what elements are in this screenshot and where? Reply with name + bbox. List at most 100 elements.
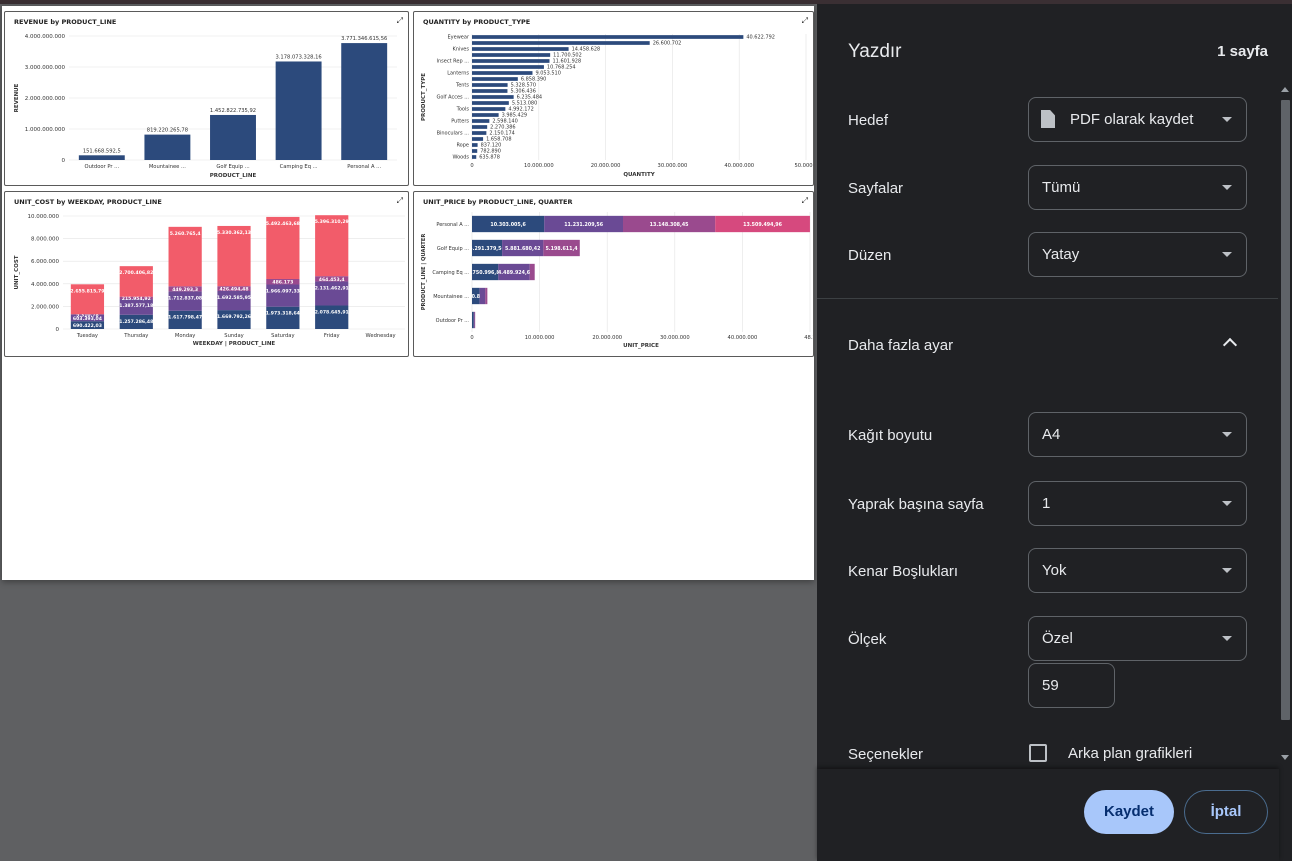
- pages-per-sheet-label: Yaprak başına sayfa: [848, 496, 984, 513]
- data-label: 4.489.924,6: [498, 270, 531, 276]
- y-tick-label: Binoculars ...: [437, 131, 470, 137]
- stack-segment: [623, 215, 716, 233]
- stack-segment: [543, 239, 580, 257]
- data-label: 151.668.592,5: [83, 148, 121, 154]
- destination-select[interactable]: PDF olarak kaydet: [1028, 97, 1247, 142]
- stack-segment: [502, 239, 544, 257]
- scale-custom-input[interactable]: 59: [1028, 663, 1115, 708]
- x-axis-label: WEEKDAY | PRODUCT_LINE: [193, 341, 276, 347]
- y-tick-label: Golf Acces ...: [436, 95, 469, 101]
- bar: [472, 89, 508, 93]
- cancel-button[interactable]: İptal: [1184, 790, 1268, 834]
- data-label: 1.387.577,18: [119, 303, 153, 309]
- more-settings-toggle[interactable]: Daha fazla ayar: [848, 337, 954, 354]
- bar: [472, 119, 490, 123]
- y-tick-label: 3.000.000.000: [25, 65, 66, 71]
- data-label: 26.600.702: [653, 41, 682, 47]
- scroll-thumb[interactable]: [1281, 100, 1290, 720]
- data-label: 6.235.484: [517, 95, 542, 101]
- x-axis-label: QUANTITY: [623, 172, 655, 178]
- save-button[interactable]: Kaydet: [1084, 790, 1174, 834]
- print-preview-page: REVENUE by PRODUCT_LINE ⤢ 4.000.000.000 3…: [2, 6, 814, 580]
- stack-segment: [315, 276, 349, 282]
- data-label: 690.422,03: [73, 323, 102, 329]
- data-label: 1.090.873,7: [460, 294, 492, 300]
- data-label: 5.396.310,29: [315, 219, 349, 225]
- data-label: 819.220.265,78: [147, 128, 188, 134]
- data-label: 782.890: [480, 149, 501, 155]
- data-label: 11.231.209,56: [564, 222, 604, 228]
- caret-down-icon: [1222, 252, 1232, 257]
- bar: [472, 71, 533, 75]
- expand-icon[interactable]: ⤢: [801, 196, 808, 205]
- paper-size-select[interactable]: A4: [1028, 412, 1247, 457]
- data-label: 5.513.080: [512, 101, 537, 107]
- background-graphics-label[interactable]: Arka plan grafikleri: [1068, 745, 1193, 762]
- quantity-bar-chart: 0 10.000.000 20.000.000 30.000.000 40.000.00…: [421, 34, 813, 178]
- y-tick-label: 8.000.000: [31, 237, 59, 243]
- bar: [275, 61, 322, 160]
- bar: [472, 35, 744, 39]
- expand-icon[interactable]: ⤢: [396, 196, 403, 205]
- data-label: 13.148.308,45: [650, 222, 689, 228]
- data-label: 5.330.362,13: [217, 230, 251, 236]
- x-tick-label: Sunday: [224, 333, 243, 339]
- data-label: 4.291.379,56: [469, 246, 505, 252]
- data-label: 4.992.172: [508, 107, 533, 113]
- paper-size-label: Kağıt boyutu: [848, 427, 933, 444]
- pages-select[interactable]: Tümü: [1028, 165, 1247, 210]
- chart-title: UNIT_PRICE by PRODUCT_LINE, QUARTER: [423, 198, 573, 206]
- bar: [472, 101, 509, 105]
- stack-segment: [474, 311, 476, 329]
- scale-select[interactable]: Özel: [1028, 616, 1247, 661]
- data-label: 1.966.097,33: [266, 288, 300, 294]
- y-tick-label: 4.000.000.000: [25, 34, 66, 40]
- bar: [472, 113, 499, 117]
- pages-per-sheet-select[interactable]: 1: [1028, 481, 1247, 526]
- caret-down-icon: [1222, 185, 1232, 190]
- data-label: 1.257.286,48: [119, 319, 153, 325]
- expand-icon[interactable]: ⤢: [396, 16, 403, 25]
- layout-select[interactable]: Yatay: [1028, 232, 1247, 277]
- data-label: 464.453,4: [319, 277, 345, 283]
- bar: [472, 77, 518, 81]
- scroll-up-arrow-icon[interactable]: [1281, 87, 1289, 92]
- stack-segment: [715, 215, 810, 233]
- margins-select[interactable]: Yok: [1028, 548, 1247, 593]
- bar: [472, 53, 551, 57]
- stack-segment: [472, 311, 474, 329]
- x-tick-label: Thursday: [123, 333, 148, 339]
- revenue-bar-chart: 4.000.000.000 3.000.000.000 2.000.000.000 1…: [14, 34, 397, 179]
- x-tick-label: 10.000.000: [525, 335, 555, 341]
- x-tick-label: Wednesday: [366, 333, 396, 339]
- bar: [472, 125, 488, 129]
- caret-down-icon: [1222, 432, 1232, 437]
- x-axis-label: UNIT_PRICE: [623, 343, 659, 349]
- pages-value: Tümü: [1042, 179, 1081, 196]
- chart-quantity-panel: QUANTITY by PRODUCT_TYPE ⤢ 0 10.000.000 20…: [413, 11, 814, 186]
- y-tick-label: Eyewear: [448, 35, 470, 41]
- pages-per-sheet-value: 1: [1042, 495, 1051, 512]
- caret-down-icon: [1222, 568, 1232, 573]
- x-axis-label: PRODUCT_LINE: [210, 173, 257, 179]
- bar: [210, 114, 256, 160]
- margins-value: Yok: [1042, 562, 1067, 579]
- x-tick-label: 0: [470, 163, 473, 169]
- expand-icon[interactable]: ⤢: [801, 16, 808, 25]
- x-tick-label: 48.2: [804, 335, 814, 341]
- stack-segment: [168, 291, 202, 311]
- data-label: 5.881.680,42: [505, 246, 541, 252]
- data-label: 3.771.346.615,56: [341, 36, 387, 42]
- scroll-down-arrow-icon[interactable]: [1281, 755, 1289, 760]
- background-graphics-checkbox[interactable]: [1029, 744, 1047, 762]
- chart-revenue-panel: REVENUE by PRODUCT_LINE ⤢ 4.000.000.000 3…: [4, 11, 409, 186]
- settings-scrollbar[interactable]: [1279, 84, 1292, 766]
- chevron-up-icon[interactable]: [1222, 337, 1238, 353]
- y-tick-label: Mountainee ...: [433, 294, 469, 300]
- x-tick-label: 30.000.000: [660, 335, 690, 341]
- chart-title: QUANTITY by PRODUCT_TYPE: [423, 18, 531, 26]
- stack-segment: [217, 310, 251, 329]
- data-label: 3.178.073.328,16: [275, 54, 321, 60]
- bar: [472, 59, 550, 63]
- chart-title: REVENUE by PRODUCT_LINE: [14, 18, 117, 26]
